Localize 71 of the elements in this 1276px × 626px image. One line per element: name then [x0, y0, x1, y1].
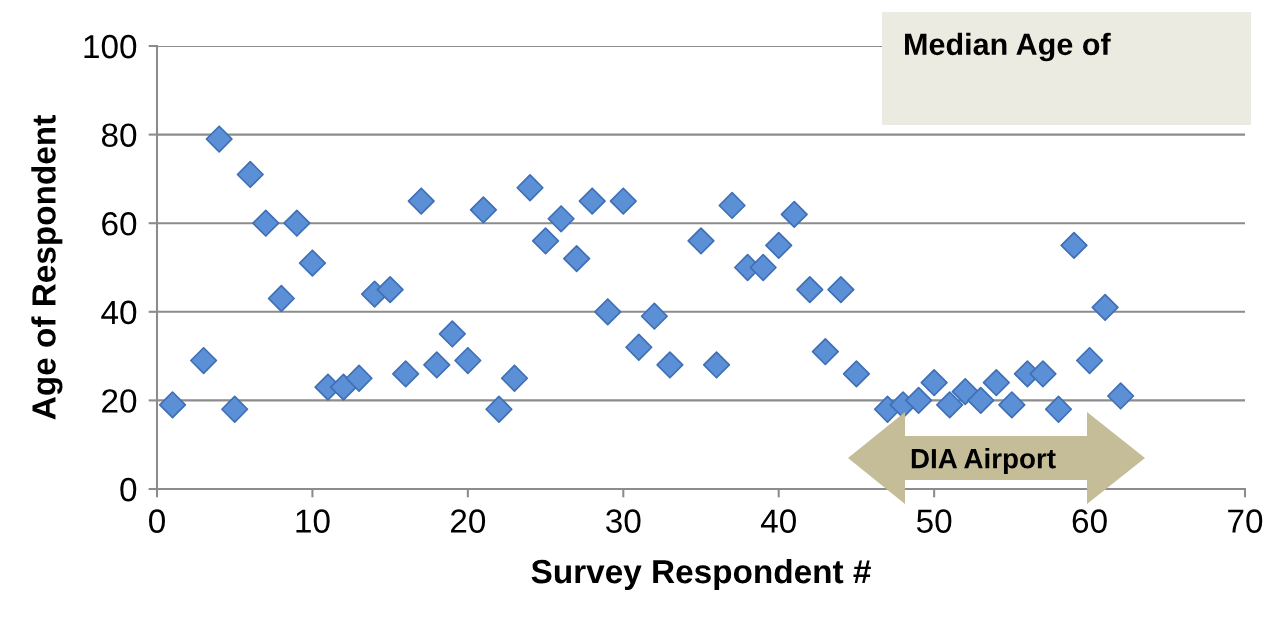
point: [531, 227, 560, 255]
point: [221, 395, 249, 423]
annotation: DIA Airport: [911, 448, 1056, 474]
x-tick-label: 30: [606, 509, 641, 533]
y-tick-label: 20: [102, 389, 137, 413]
x-tick-label: 40: [760, 509, 796, 533]
point: [345, 364, 373, 392]
y-tick-label: 0: [120, 477, 137, 502]
point: [454, 346, 482, 375]
point: [563, 245, 591, 273]
point: [702, 351, 731, 379]
point: [780, 200, 808, 228]
point: [1075, 346, 1104, 375]
x-tick-label: 10: [296, 509, 330, 533]
y-tick-label: 80: [101, 123, 137, 148]
point: [609, 187, 637, 215]
point: [904, 386, 933, 415]
point: [625, 333, 653, 361]
point: [189, 346, 218, 375]
point: [329, 373, 358, 401]
point: [982, 369, 1010, 397]
point: [765, 231, 793, 259]
point: [967, 386, 995, 415]
point: [283, 209, 311, 237]
point: [205, 125, 233, 153]
point: [1029, 360, 1057, 388]
point: [594, 298, 622, 326]
x-tick-label: 0: [149, 509, 165, 533]
point: [640, 302, 669, 330]
point: [236, 160, 264, 189]
point: [718, 191, 746, 220]
point: [811, 338, 839, 366]
point: [298, 249, 327, 277]
point: [423, 351, 451, 379]
point: [438, 320, 466, 348]
x-tick-label: 20: [451, 509, 486, 533]
point: [392, 360, 420, 388]
annotation: Median Age of: [905, 32, 1111, 62]
x-tick-label: 60: [1072, 509, 1107, 533]
point: [485, 395, 513, 423]
point: [267, 284, 295, 313]
point: [469, 196, 498, 224]
y-axis-title: Age of Respondent: [31, 115, 63, 420]
point: [998, 391, 1026, 419]
point: [796, 276, 824, 304]
point: [842, 360, 871, 388]
point: [936, 391, 964, 419]
y-tick-label: 40: [101, 300, 137, 325]
point: [158, 391, 187, 419]
point: [827, 276, 855, 304]
x-axis-title: Survey Respondent #: [531, 558, 871, 591]
point: [656, 351, 684, 379]
y-tick-label: 60: [102, 212, 137, 236]
point: [252, 209, 280, 237]
point: [578, 187, 606, 215]
point: [500, 364, 529, 392]
point: [516, 174, 544, 202]
point: [951, 377, 979, 406]
point: [749, 253, 777, 282]
point: [1091, 293, 1119, 322]
x-tick-label: 50: [916, 509, 952, 533]
point: [920, 369, 948, 397]
y-tick-label: 100: [84, 34, 137, 59]
point: [687, 227, 715, 255]
point: [547, 205, 575, 233]
point: [1060, 231, 1088, 259]
point: [376, 276, 404, 304]
point: [1107, 382, 1135, 410]
x-tick-label: 70: [1228, 509, 1263, 533]
point: [407, 187, 435, 215]
point: [1044, 395, 1073, 423]
